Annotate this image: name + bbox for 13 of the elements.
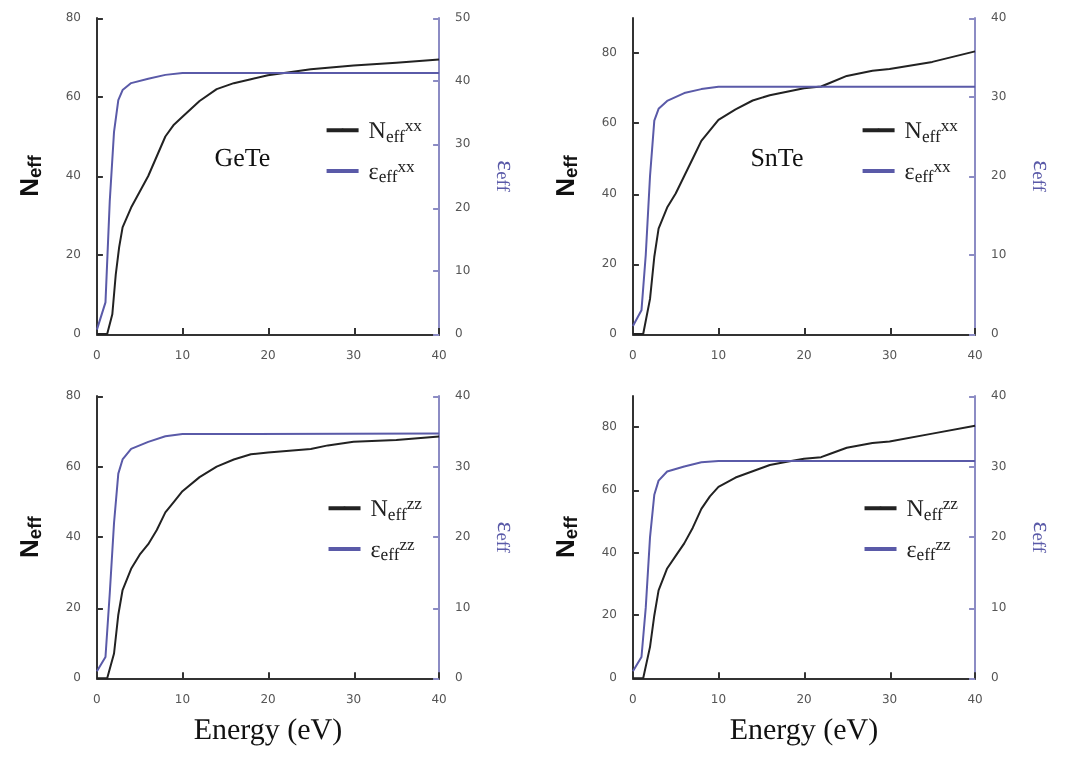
y-axis-title: Neff <box>550 514 581 558</box>
annotation: SnTe <box>750 141 804 172</box>
y-axis-title: Neff <box>14 153 45 197</box>
annotation: GeTe <box>214 141 271 172</box>
y-axis-title: Neff <box>14 514 45 558</box>
y2-axis-title: εeff <box>1027 160 1058 194</box>
y2-axis-title: εeff <box>491 521 522 555</box>
x-axis-title: Energy (eV) <box>193 715 343 747</box>
x-axis-title: Energy (eV) <box>729 715 879 747</box>
line-series <box>631 459 977 673</box>
y-axis-title: Neff <box>550 153 581 197</box>
y2-axis-title: εeff <box>491 160 522 194</box>
y2-axis-title: εeff <box>1027 521 1058 555</box>
